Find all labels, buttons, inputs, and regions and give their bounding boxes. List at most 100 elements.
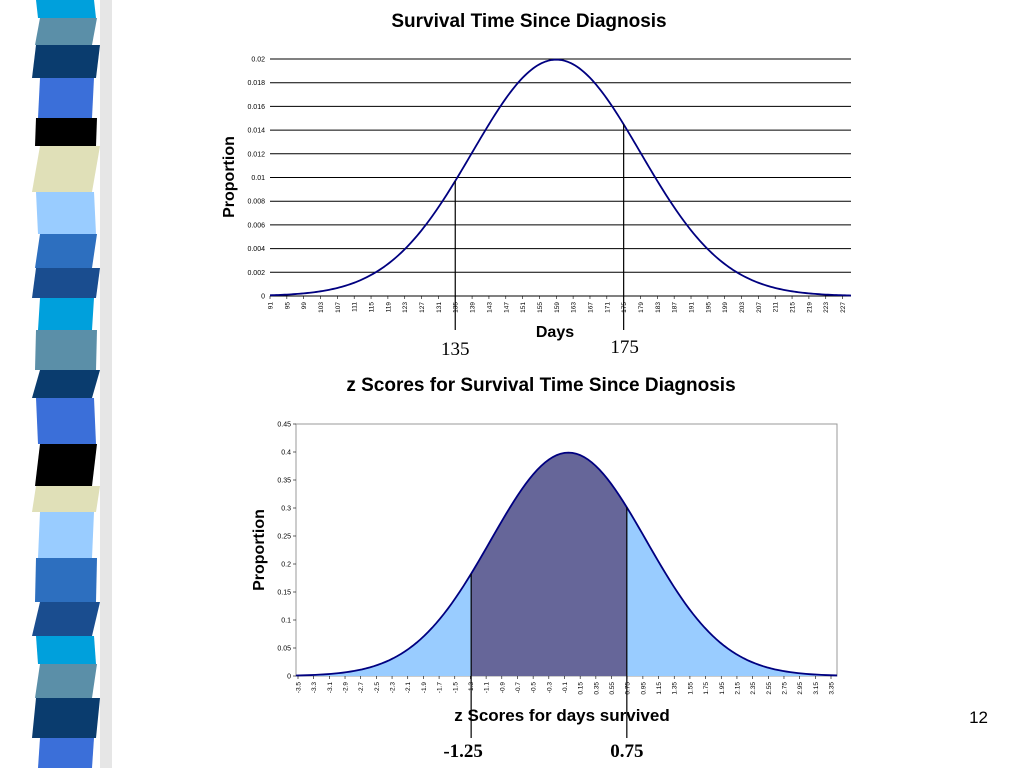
chart2-x-ticks: -3.5 -3.3 -3.1 -2.9 -2.7 -2.5 -2.3 -2.1 -1.9 -1.7… bbox=[296, 676, 836, 695]
chart2-x-tick-label: 2.95 bbox=[797, 682, 804, 695]
chart2-x-tick-label: 3.35 bbox=[829, 682, 836, 695]
chart1-x-tick-label: 95 bbox=[284, 302, 291, 310]
chart1-y-tick-label: 0.006 bbox=[247, 222, 265, 229]
chart1-x-tick-label: 227 bbox=[840, 302, 847, 313]
chart2-x-tick-label: -2.5 bbox=[374, 682, 381, 694]
chart2-y-tick-label: 0.25 bbox=[277, 534, 291, 541]
chart1-x-tick-label: 115 bbox=[369, 302, 376, 313]
chart2-y-ticks: 0 0.05 0.1 0.15 0.2 0.25 0.3 0.35 0.4 0.45 bbox=[277, 422, 296, 681]
decor-stripe bbox=[32, 45, 100, 78]
chart1-x-tick-label: 195 bbox=[705, 302, 712, 313]
chart1-x-tick-label: 183 bbox=[655, 302, 662, 313]
chart1-y-tick-label: 0.008 bbox=[247, 199, 265, 206]
chart2-y-tick-label: 0.15 bbox=[277, 590, 291, 597]
chart1-x-tick-label: 163 bbox=[571, 302, 578, 313]
chart2-y-tick-label: 0.2 bbox=[281, 562, 291, 569]
decor-stripe bbox=[38, 512, 94, 558]
chart1-x-tick-label: 187 bbox=[672, 302, 679, 313]
chart1-markers: 135 175 bbox=[441, 124, 639, 360]
chart2-x-tick-label: 1.95 bbox=[719, 682, 726, 695]
decor-stripe bbox=[35, 118, 97, 146]
chart2-y-tick-label: 0.05 bbox=[277, 646, 291, 653]
chart2-shaded-region bbox=[471, 452, 627, 676]
chart1-x-tick-label: 107 bbox=[335, 302, 342, 313]
chart2-x-tick-label: 0.15 bbox=[578, 682, 585, 695]
chart2-x-tick-label: -2.1 bbox=[405, 682, 412, 694]
chart2-x-tick-label: 3.15 bbox=[813, 682, 820, 695]
chart2-x-tick-label: -3.1 bbox=[327, 682, 334, 694]
chart2-x-tick-label: -1.7 bbox=[437, 682, 444, 694]
chart1-x-tick-label: 167 bbox=[587, 302, 594, 313]
chart1-x-tick-label: 123 bbox=[402, 302, 409, 313]
chart2-marker-label: -1.25 bbox=[443, 741, 483, 762]
chart1-gridlines bbox=[270, 58, 851, 297]
chart1-x-tick-label: 131 bbox=[436, 302, 443, 313]
decor-stripe bbox=[36, 636, 96, 664]
chart2-x-tick-label: 1.15 bbox=[656, 682, 663, 695]
chart1-y-tick-label: 0 bbox=[261, 294, 265, 301]
chart1-x-tick-label: 135 bbox=[453, 302, 460, 313]
chart1-x-tick-label: 219 bbox=[806, 302, 813, 313]
chart2-x-tick-label: -3.3 bbox=[311, 682, 318, 694]
chart1-x-tick-label: 223 bbox=[823, 302, 830, 313]
chart2-x-tick-label: 0.95 bbox=[640, 682, 647, 695]
decor-stripe bbox=[32, 146, 100, 192]
decor-stripe bbox=[35, 234, 97, 268]
slide-number: 12 bbox=[969, 708, 988, 727]
chart1-x-tick-label: 207 bbox=[756, 302, 763, 313]
chart2-curve bbox=[295, 451, 838, 677]
decor-stripe bbox=[32, 486, 100, 512]
chart1-y-tick-label: 0.014 bbox=[247, 128, 265, 135]
chart2-x-tick-label: -2.7 bbox=[358, 682, 365, 694]
chart1-x-tick-label: 175 bbox=[621, 302, 628, 313]
chart1-x-tick-label: 179 bbox=[638, 302, 645, 313]
decor-stripe bbox=[38, 78, 94, 118]
chart1-x-ticks: 91 95 99 103 107 111 115 119 123 127 131 135 139 143 1… bbox=[268, 296, 847, 313]
decor-stripe bbox=[38, 738, 94, 768]
chart2-x-tick-label: 0.35 bbox=[593, 682, 600, 695]
chart1-curve bbox=[269, 58, 852, 297]
chart1-ylabel: Proportion bbox=[221, 136, 238, 218]
decor-stripe bbox=[32, 370, 100, 398]
chart2-x-tick-label: -0.1 bbox=[562, 682, 569, 694]
chart1-x-tick-label: 155 bbox=[537, 302, 544, 313]
decor-stripe bbox=[35, 664, 97, 698]
chart1-x-tick-label: 171 bbox=[604, 302, 611, 313]
chart2-y-tick-label: 0.3 bbox=[281, 506, 291, 513]
chart2-x-tick-label: -0.7 bbox=[515, 682, 522, 694]
chart1-x-tick-label: 127 bbox=[419, 302, 426, 313]
chart1-x-tick-label: 91 bbox=[268, 302, 275, 310]
chart1-marker-label: 135 bbox=[441, 339, 470, 360]
chart2-x-tick-label: 1.35 bbox=[672, 682, 679, 695]
chart1-y-tick-label: 0.002 bbox=[247, 270, 265, 277]
chart1-title: Survival Time Since Diagnosis bbox=[391, 11, 666, 32]
chart1-y-tick-label: 0.004 bbox=[247, 246, 265, 253]
chart2-x-tick-label: -2.9 bbox=[343, 682, 350, 694]
decor-stripe bbox=[35, 558, 97, 602]
chart2-title: z Scores for Survival Time Since Diagnos… bbox=[346, 375, 735, 396]
chart2-x-tick-label: 1.75 bbox=[703, 682, 710, 695]
chart2-y-tick-label: 0 bbox=[287, 674, 291, 681]
chart1-x-tick-label: 199 bbox=[722, 302, 729, 313]
chart1-marker-label: 175 bbox=[610, 337, 639, 358]
chart2-x-tick-label: 1.55 bbox=[687, 682, 694, 695]
chart1-x-tick-label: 191 bbox=[689, 302, 696, 313]
chart1-y-ticks: 0 0.002 0.004 0.006 0.008 0.01 0.012 0.014 0.016… bbox=[247, 57, 265, 301]
chart2-y-tick-label: 0.1 bbox=[281, 618, 291, 625]
chart1-x-tick-label: 103 bbox=[318, 302, 325, 313]
chart2-x-tick-label: -1.9 bbox=[421, 682, 428, 694]
chart2-y-tick-label: 0.35 bbox=[277, 478, 291, 485]
chart2-x-tick-label: 2.55 bbox=[766, 682, 773, 695]
decor-stripe bbox=[35, 18, 97, 45]
chart1-x-tick-label: 215 bbox=[790, 302, 797, 313]
chart2-ylabel: Proportion bbox=[251, 509, 268, 591]
chart1-xlabel: Days bbox=[536, 324, 574, 341]
chart2-x-tick-label: -0.3 bbox=[546, 682, 553, 694]
chart1-y-tick-label: 0.016 bbox=[247, 104, 265, 111]
chart1-x-tick-label: 159 bbox=[554, 302, 561, 313]
chart2-x-tick-label: 2.15 bbox=[734, 682, 741, 695]
chart2-x-tick-label: 0.55 bbox=[609, 682, 616, 695]
chart2-x-tick-label: -0.5 bbox=[531, 682, 538, 694]
